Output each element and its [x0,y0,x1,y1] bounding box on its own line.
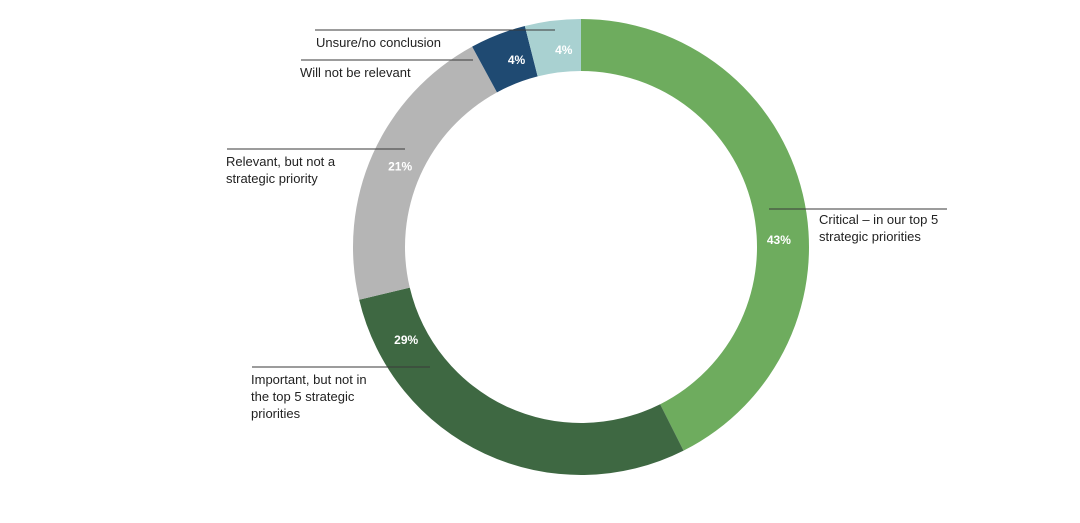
donut-slice [359,287,684,475]
slice-category-label: Important, but not in the top 5 strategic… [251,372,367,421]
slice-value-label: 29% [394,333,418,347]
donut-slice [472,26,538,93]
slice-category-label-line: strategic priorities [819,229,921,244]
donut-slice [524,19,581,77]
slice-value-label: 4% [508,53,526,67]
donut-slice [581,19,809,451]
slice-value-label: 4% [555,43,573,57]
value-labels-group: 43% 29% 21% 4% 4% [388,43,791,347]
slice-category-label: Will not be relevant [300,65,411,80]
slice-value-label: 21% [388,159,412,173]
slices-group [353,19,809,475]
slice-category-label: Critical – in our top 5 strategic priorit… [819,212,938,244]
slice-category-label: Relevant, but not a strategic priority [226,154,336,186]
slice-category-label-line: Relevant, but not a [226,154,336,169]
slice-category-label-line: Unsure/no conclusion [316,35,441,50]
slice-category-label: Unsure/no conclusion [316,35,441,50]
slice-value-label: 43% [767,233,791,247]
slice-category-label-line: the top 5 strategic [251,389,355,404]
slice-category-label-line: Important, but not in [251,372,367,387]
slice-category-label-line: Critical – in our top 5 [819,212,938,227]
donut-slice [353,46,497,300]
slice-category-label-line: strategic priority [226,171,318,186]
annotations-group: Critical – in our top 5 strategic priorit… [226,29,947,421]
slice-category-label-line: Will not be relevant [300,65,411,80]
slice-category-label-line: priorities [251,406,301,421]
